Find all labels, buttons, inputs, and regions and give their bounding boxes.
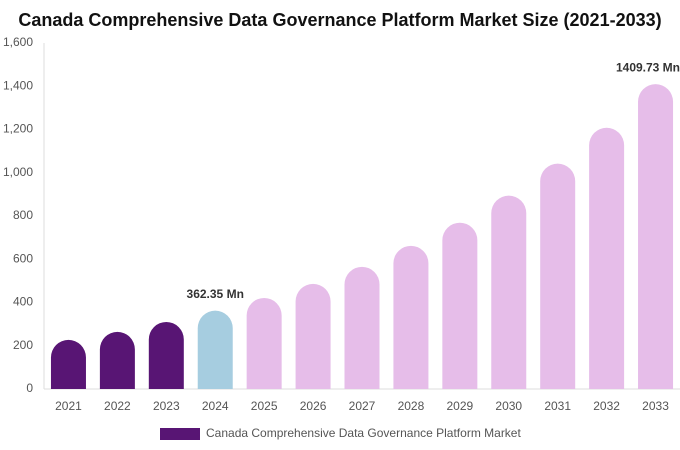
value-label: 362.35 Mn [187, 287, 244, 301]
chart-title: Canada Comprehensive Data Governance Pla… [18, 10, 661, 30]
bar [197, 310, 233, 389]
bar [393, 245, 429, 389]
bar [99, 331, 135, 389]
y-tick-label: 600 [13, 251, 33, 265]
bar [148, 321, 184, 389]
x-tick-label: 2026 [300, 399, 327, 413]
x-tick-label: 2021 [55, 399, 82, 413]
x-tick-label: 2030 [495, 399, 522, 413]
x-tick-label: 2031 [544, 399, 571, 413]
y-tick-label: 1,600 [3, 35, 33, 49]
bar [442, 222, 478, 389]
legend-swatch [160, 428, 200, 440]
bar [638, 84, 674, 390]
y-tick-label: 400 [13, 295, 33, 309]
y-tick-label: 0 [26, 381, 33, 395]
y-tick-label: 1,200 [3, 122, 33, 136]
bar [50, 339, 86, 389]
x-tick-label: 2027 [349, 399, 376, 413]
bar [295, 283, 331, 389]
y-tick-label: 800 [13, 208, 33, 222]
x-tick-label: 2023 [153, 399, 180, 413]
legend-label: Canada Comprehensive Data Governance Pla… [206, 426, 521, 440]
x-tick-label: 2022 [104, 399, 131, 413]
y-tick-label: 1,000 [3, 165, 33, 179]
bar [540, 163, 576, 389]
x-tick-label: 2032 [593, 399, 620, 413]
y-tick-label: 1,400 [3, 78, 33, 92]
x-tick-label: 2033 [642, 399, 669, 413]
x-tick-label: 2029 [446, 399, 473, 413]
y-tick-label: 200 [13, 338, 33, 352]
x-tick-label: 2024 [202, 399, 229, 413]
value-label: 1409.73 Mn [616, 60, 680, 74]
x-tick-label: 2025 [251, 399, 278, 413]
bar [589, 127, 625, 390]
bar [344, 266, 380, 389]
x-tick-label: 2028 [398, 399, 425, 413]
bar [491, 195, 527, 389]
bar [246, 297, 282, 389]
